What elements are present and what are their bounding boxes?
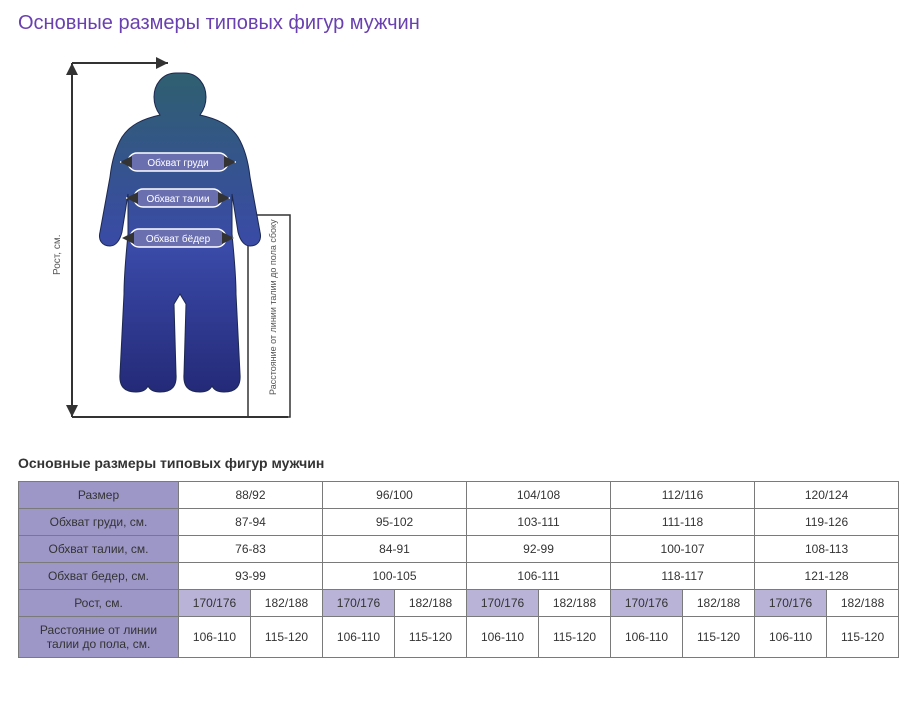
table-cell: 100-105	[323, 563, 467, 590]
height-axis-label: Рост, см.	[52, 235, 63, 275]
table-cell: 111-118	[611, 509, 755, 536]
table-row: Рост, см.170/176182/188170/176182/188170…	[19, 590, 899, 617]
table-cell: 182/188	[827, 590, 899, 617]
row-label: Расстояние от линии талии до пола, см.	[19, 617, 179, 658]
row-label: Обхват бедер, см.	[19, 563, 179, 590]
table-cell: 106-110	[611, 617, 683, 658]
table-cell: 115-120	[683, 617, 755, 658]
svg-text:Обхват талии: Обхват талии	[146, 193, 209, 205]
table-cell: 170/176	[611, 590, 683, 617]
figure-diagram: Рост, см. Расстояние от линии талии до п…	[48, 45, 348, 435]
table-cell: 170/176	[323, 590, 395, 617]
table-cell: 95-102	[323, 509, 467, 536]
table-cell: 170/176	[467, 590, 539, 617]
table-subtitle: Основные размеры типовых фигур мужчин	[18, 455, 898, 471]
waist-badge: Обхват талии	[126, 189, 230, 207]
row-label: Рост, см.	[19, 590, 179, 617]
table-cell: 108-113	[755, 536, 899, 563]
table-row: Обхват бедер, см.93-99100-105106-111118-…	[19, 563, 899, 590]
table-cell: 106-110	[755, 617, 827, 658]
table-cell: 106-110	[467, 617, 539, 658]
table-cell: 115-120	[251, 617, 323, 658]
table-cell: 182/188	[251, 590, 323, 617]
table-cell: 76-83	[179, 536, 323, 563]
row-label: Обхват груди, см.	[19, 509, 179, 536]
table-cell: 88/92	[179, 482, 323, 509]
svg-text:Обхват бёдер: Обхват бёдер	[146, 233, 211, 245]
table-cell: 106-111	[467, 563, 611, 590]
row-label: Обхват талии, см.	[19, 536, 179, 563]
table-row: Размер88/9296/100104/108112/116120/124	[19, 482, 899, 509]
table-cell: 182/188	[683, 590, 755, 617]
size-table: Размер88/9296/100104/108112/116120/124Об…	[18, 481, 899, 658]
table-cell: 106-110	[179, 617, 251, 658]
table-row: Обхват талии, см.76-8384-9192-99100-1071…	[19, 536, 899, 563]
table-cell: 93-99	[179, 563, 323, 590]
table-cell: 115-120	[827, 617, 899, 658]
table-row: Расстояние от линии талии до пола, см.10…	[19, 617, 899, 658]
table-cell: 115-120	[395, 617, 467, 658]
page-title: Основные размеры типовых фигур мужчин	[18, 12, 898, 35]
table-cell: 182/188	[539, 590, 611, 617]
table-row: Обхват груди, см.87-9495-102103-111111-1…	[19, 509, 899, 536]
hips-badge: Обхват бёдер	[122, 229, 234, 247]
table-cell: 121-128	[755, 563, 899, 590]
row-label: Размер	[19, 482, 179, 509]
table-cell: 103-111	[467, 509, 611, 536]
table-cell: 118-117	[611, 563, 755, 590]
table-cell: 87-94	[179, 509, 323, 536]
table-cell: 120/124	[755, 482, 899, 509]
table-cell: 170/176	[179, 590, 251, 617]
chest-badge: Обхват груди	[120, 153, 236, 171]
table-cell: 182/188	[395, 590, 467, 617]
table-cell: 115-120	[539, 617, 611, 658]
table-cell: 104/108	[467, 482, 611, 509]
table-cell: 119-126	[755, 509, 899, 536]
table-cell: 84-91	[323, 536, 467, 563]
table-cell: 92-99	[467, 536, 611, 563]
table-cell: 170/176	[755, 590, 827, 617]
table-cell: 100-107	[611, 536, 755, 563]
svg-text:Обхват груди: Обхват груди	[147, 157, 208, 169]
side-distance-label: Расстояние от линии талии до пола сбоку	[268, 219, 278, 395]
table-cell: 112/116	[611, 482, 755, 509]
table-cell: 96/100	[323, 482, 467, 509]
table-cell: 106-110	[323, 617, 395, 658]
